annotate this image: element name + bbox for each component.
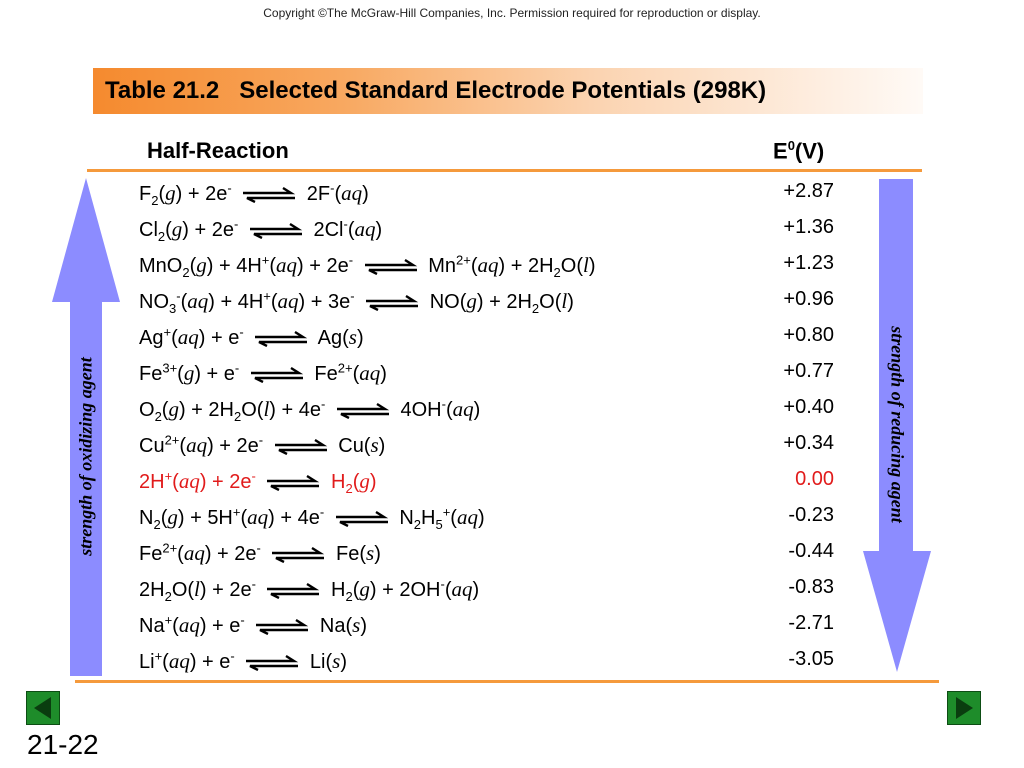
oxidizing-agent-label: strength of oxidizing agent (75, 357, 96, 556)
half-reaction-row: Na+(aq) + e- Na(s) (139, 612, 367, 637)
equilibrium-arrow-icon (254, 619, 310, 635)
equilibrium-arrow-icon (265, 583, 321, 599)
equilibrium-arrow-icon (335, 403, 391, 419)
potential-value: -3.05 (788, 648, 834, 670)
equilibrium-arrow-icon (270, 547, 326, 563)
potential-value: -0.44 (788, 540, 834, 562)
table-title: Table 21.2 Selected Standard Electrode P… (105, 77, 767, 104)
next-slide-button[interactable] (947, 691, 981, 725)
potential-value: +1.36 (783, 216, 834, 238)
triangle-right-icon (956, 697, 973, 719)
reducing-agent-label: strength of reducing agent (887, 326, 908, 523)
equilibrium-arrow-icon (334, 511, 390, 527)
half-reaction-row: Fe2+(aq) + 2e- Fe(s) (139, 540, 381, 565)
equilibrium-arrow-icon (265, 475, 321, 491)
half-reaction-row: Cu2+(aq) + 2e- Cu(s) (139, 432, 386, 457)
potential-value: -0.23 (788, 504, 834, 526)
half-reaction-row-reference: 2H+(aq) + 2e- H2(g) (139, 468, 377, 496)
half-reaction-row: O2(g) + 2H2O(l) + 4e- 4OH-(aq) (139, 396, 481, 424)
equilibrium-arrow-icon (249, 367, 305, 383)
potential-value: +0.34 (783, 432, 834, 454)
half-reaction-row: MnO2(g) + 4H+(aq) + 2e- Mn2+(aq) + 2H2O(… (139, 252, 596, 280)
potential-value: -2.71 (788, 612, 834, 634)
half-reaction-row: Ag+(aq) + e- Ag(s) (139, 324, 364, 349)
half-reaction-row: Cl2(g) + 2e- 2Cl-(aq) (139, 216, 383, 244)
footer-rule (75, 680, 939, 683)
potential-value: +1.23 (783, 252, 834, 274)
potential-value: +0.96 (783, 288, 834, 310)
half-reaction-row: NO3-(aq) + 4H+(aq) + 3e- NO(g) + 2H2O(l) (139, 288, 574, 316)
reducing-strength-arrow (863, 179, 931, 672)
copyright-notice: Copyright ©The McGraw-Hill Companies, In… (263, 6, 761, 20)
potential-value: +0.80 (783, 324, 834, 346)
potential-value: +2.87 (783, 180, 834, 202)
column-header-half-reaction: Half-Reaction (147, 138, 289, 163)
equilibrium-arrow-icon (248, 223, 304, 239)
equilibrium-arrow-icon (241, 187, 297, 203)
half-reaction-row: 2H2O(l) + 2e- H2(g) + 2OH-(aq) (139, 576, 480, 604)
equilibrium-arrow-icon (244, 655, 300, 671)
half-reaction-row: N2(g) + 5H+(aq) + 4e- N2H5+(aq) (139, 504, 485, 532)
title-bar (93, 68, 923, 114)
equilibrium-arrow-icon (363, 259, 419, 275)
half-reaction-row: Fe3+(g) + e- Fe2+(aq) (139, 360, 387, 385)
equilibrium-arrow-icon (364, 295, 420, 311)
half-reaction-row: F2(g) + 2e- 2F-(aq) (139, 180, 369, 208)
previous-slide-button[interactable] (26, 691, 60, 725)
oxidizing-strength-arrow (52, 178, 120, 676)
equilibrium-arrow-icon (253, 331, 309, 347)
header-rule (87, 169, 922, 172)
column-header-potential: E0(V) (773, 138, 825, 164)
potential-value: -0.83 (788, 576, 834, 598)
half-reaction-row: Li+(aq) + e- Li(s) (139, 648, 347, 673)
potential-value: +0.77 (783, 360, 834, 382)
triangle-left-icon (34, 697, 51, 719)
potential-value-reference: 0.00 (795, 468, 834, 490)
equilibrium-arrow-icon (273, 439, 329, 455)
potential-value: +0.40 (783, 396, 834, 418)
page-number: 21-22 (27, 729, 99, 760)
